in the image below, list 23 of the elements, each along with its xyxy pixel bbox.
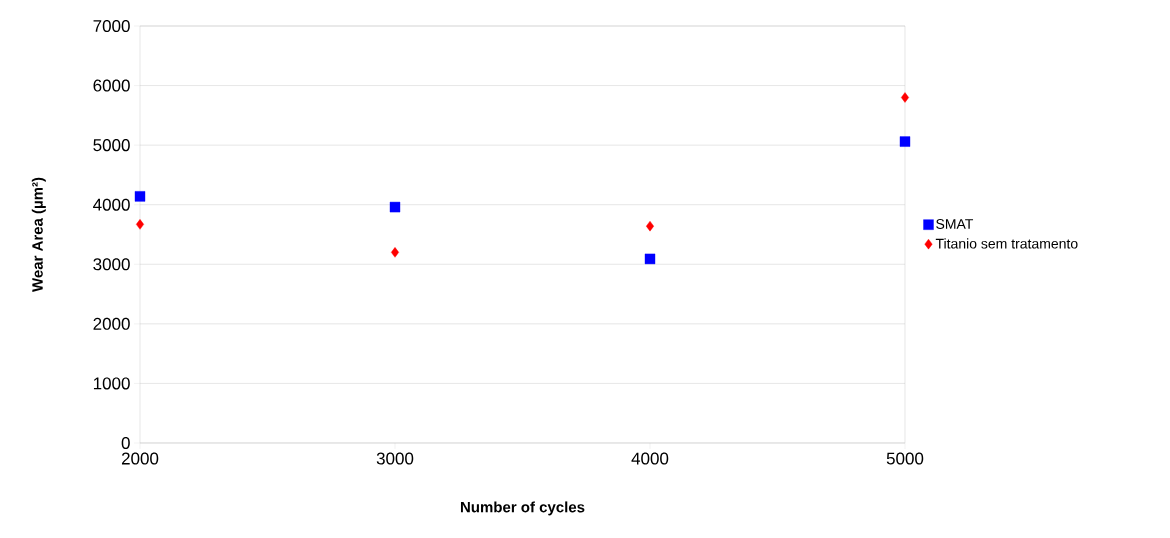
point [136,219,144,230]
y-tick-label: 0 [121,436,130,450]
point [389,201,401,213]
y-tick-label: 4000 [93,198,130,211]
point [644,253,656,265]
y-tick-label: 7000 [93,19,130,33]
x-tick-label: 2000 [121,452,159,465]
y-axis-title: Wear Area (µm²) [31,177,46,293]
x-tick-label: 3000 [376,452,414,465]
point [899,136,911,147]
point [391,247,399,258]
y-tick-label: 6000 [93,79,130,92]
legend-label: Titanio sem tratamento [935,238,1078,249]
y-tick-label: 5000 [93,139,130,152]
point [134,191,146,202]
y-tick-label: 3000 [93,258,130,271]
y-tick-label: 2000 [93,317,130,330]
x-tick-label: 4000 [631,452,669,465]
x-axis-title: Number of cycles [460,501,585,516]
point [901,92,909,103]
y-tick-label: 1000 [93,377,130,390]
legend-label: SMAT [936,219,974,229]
x-tick-label: 5000 [886,452,924,465]
